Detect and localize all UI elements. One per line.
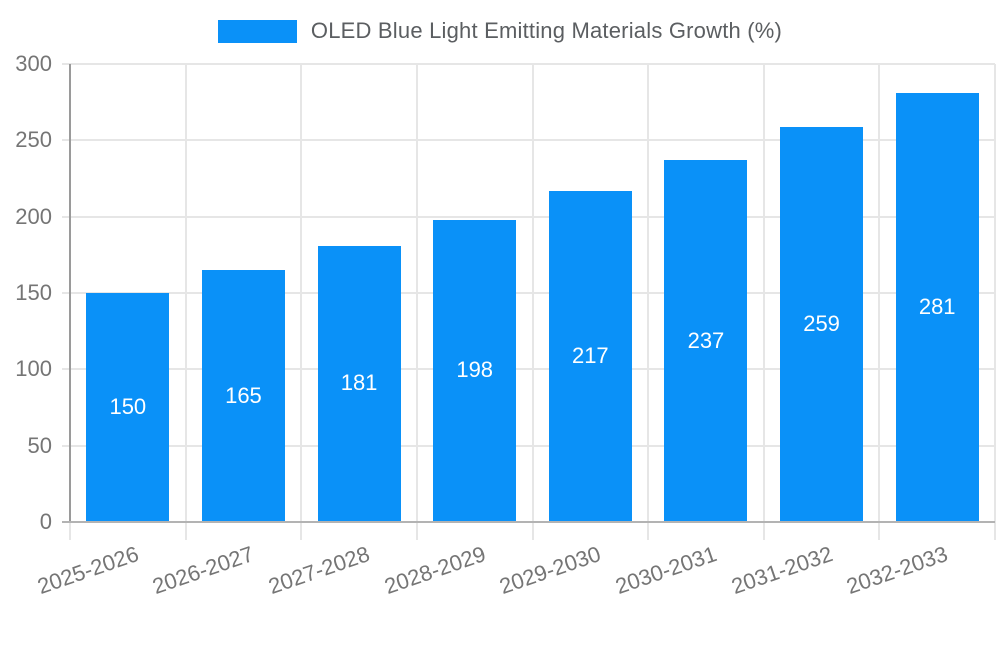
chart-legend[interactable]: OLED Blue Light Emitting Materials Growt… xyxy=(0,14,1000,48)
legend-label: OLED Blue Light Emitting Materials Growt… xyxy=(310,18,783,43)
bar-value-label: 198 xyxy=(456,357,494,383)
plot-area: 0 50 100 150 200 250 300 150 165 181 198 217 237 259 2… xyxy=(15,53,996,599)
grid-line-horizontal xyxy=(62,63,995,65)
grid-line-horizontal xyxy=(62,368,995,371)
y-axis-tick-label: 50 xyxy=(27,432,52,458)
y-axis-tick-label: 150 xyxy=(15,280,52,305)
bar[interactable]: 181 xyxy=(317,245,401,521)
bar-chart: OLED Blue Light Emitting Materials Growt… xyxy=(0,14,1000,599)
bar[interactable]: 150 xyxy=(86,293,170,521)
grid-line-vertical xyxy=(994,64,996,540)
bar-value-label: 259 xyxy=(803,310,840,336)
bar-value-label: 165 xyxy=(225,382,262,408)
y-axis-tick-label: 300 xyxy=(15,51,52,76)
bar[interactable]: 165 xyxy=(201,270,285,521)
bar[interactable]: 281 xyxy=(895,93,979,521)
grid-line-vertical xyxy=(762,64,765,540)
x-axis-line xyxy=(62,521,995,523)
bar[interactable]: 237 xyxy=(664,160,748,521)
bar-value-label: 217 xyxy=(571,342,609,368)
bar-value-label: 150 xyxy=(109,394,147,419)
grid-line-vertical xyxy=(184,64,187,540)
y-axis-tick-label: 200 xyxy=(15,203,52,229)
bar[interactable]: 198 xyxy=(433,219,517,521)
y-axis-tick-label: 0 xyxy=(39,509,52,534)
bar-value-label: 281 xyxy=(918,294,956,319)
grid-line-vertical xyxy=(647,64,650,540)
bar-value-label: 237 xyxy=(687,327,725,353)
y-axis-line xyxy=(69,64,71,522)
grid-line-horizontal xyxy=(62,444,995,447)
grid-line-vertical xyxy=(415,64,418,540)
y-axis-tick-label: 100 xyxy=(15,356,52,382)
grid-line-vertical xyxy=(300,64,303,540)
grid-line-horizontal xyxy=(62,292,995,294)
bar-value-label: 181 xyxy=(340,370,378,396)
y-axis-tick-label: 250 xyxy=(15,127,52,153)
legend-swatch xyxy=(217,19,297,43)
bar[interactable]: 259 xyxy=(780,126,864,521)
grid-line-vertical xyxy=(878,64,881,540)
grid-line-vertical xyxy=(531,64,534,540)
bar[interactable]: 217 xyxy=(548,190,632,521)
grid-line-horizontal xyxy=(62,215,995,218)
grid-line-horizontal xyxy=(62,139,995,142)
